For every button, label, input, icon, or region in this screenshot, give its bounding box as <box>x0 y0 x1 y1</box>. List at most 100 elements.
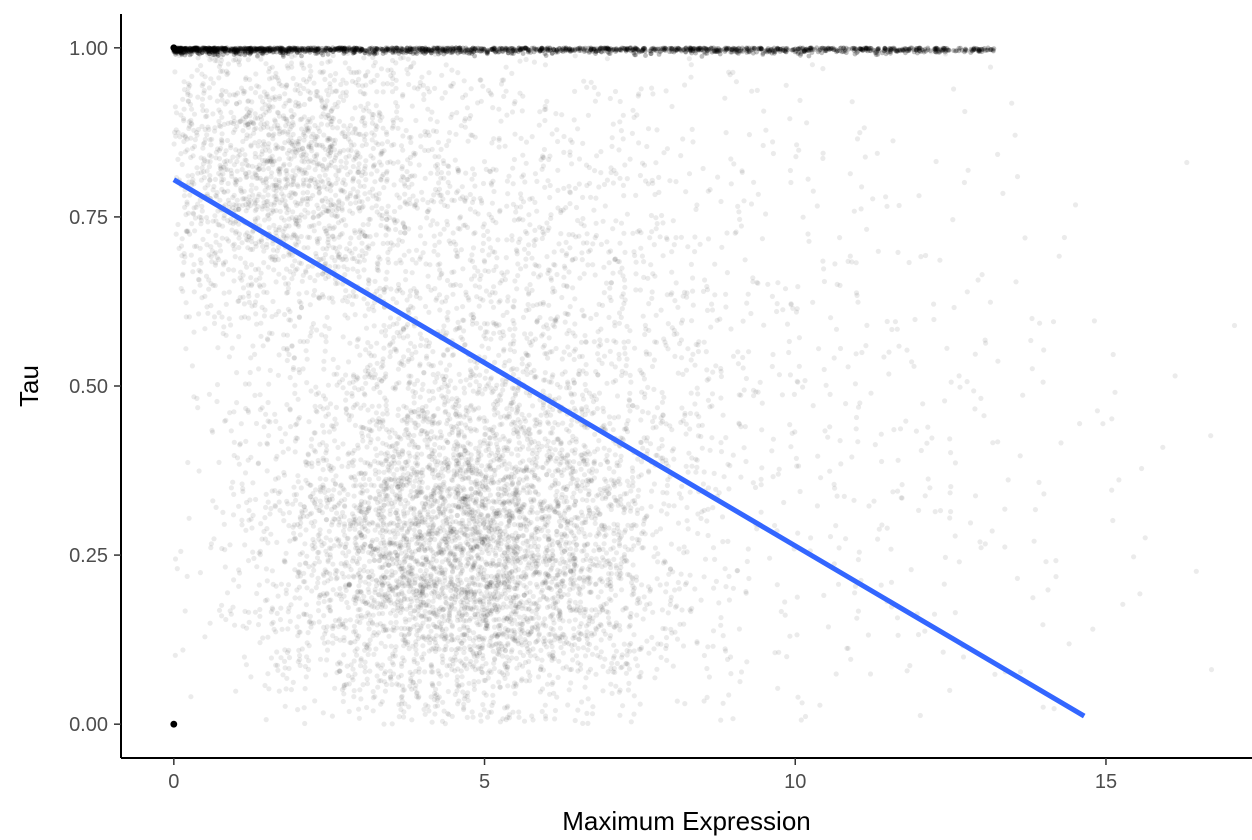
scatter-point <box>445 412 452 418</box>
scatter-point <box>517 546 523 552</box>
scatter-point <box>439 559 445 565</box>
scatter-point <box>613 565 620 571</box>
scatter-point <box>549 596 556 602</box>
scatter-point <box>523 466 529 472</box>
scatter-point <box>342 496 348 503</box>
scatter-point <box>451 531 457 537</box>
scatter-point <box>586 641 593 648</box>
scatter-point <box>364 704 370 711</box>
scatter-point <box>387 354 393 360</box>
scatter-point <box>523 553 529 559</box>
scatter-point <box>395 406 402 412</box>
scatter-point <box>672 604 679 610</box>
scatter-point <box>511 491 518 497</box>
scatter-point <box>590 704 596 710</box>
scatter-point <box>236 503 242 509</box>
scatter-point <box>308 388 314 394</box>
scatter-point <box>472 612 478 618</box>
scatter-point <box>352 671 358 677</box>
scatter-point <box>324 657 330 663</box>
scatter-point <box>483 561 489 568</box>
scatter-point <box>442 574 448 581</box>
scatter-point <box>617 712 623 718</box>
scatter-point <box>382 562 388 568</box>
scatter-point <box>555 674 561 681</box>
scatter-point <box>413 651 419 657</box>
scatter-point <box>589 711 596 717</box>
scatter-point <box>275 667 281 673</box>
scatter-point <box>310 563 316 569</box>
scatter-point <box>558 644 564 651</box>
scatter-point <box>668 598 674 604</box>
scatter-point <box>549 655 555 661</box>
scatter-point <box>324 647 331 653</box>
scatter-point <box>506 712 512 718</box>
scatter-point <box>299 646 305 652</box>
scatter-point <box>374 673 380 679</box>
scatter-point <box>505 627 511 633</box>
scatter-point <box>536 554 542 561</box>
scatter-point <box>511 585 517 592</box>
scatter-point <box>552 716 558 722</box>
scatter-point <box>628 580 635 586</box>
scatter-point <box>622 605 628 611</box>
scatter-point <box>468 606 474 612</box>
scatter-point <box>533 639 539 645</box>
scatter-point <box>212 176 218 182</box>
scatter-point <box>479 463 485 469</box>
scatter-point <box>321 624 327 630</box>
scatter-point <box>420 613 426 619</box>
scatter-point <box>182 608 188 614</box>
scatter-point <box>382 604 388 610</box>
scatter-point <box>386 598 392 604</box>
scatter-point <box>366 641 372 647</box>
scatter-point <box>523 523 530 529</box>
scatter-point <box>356 633 362 639</box>
scatter-point <box>631 648 637 654</box>
scatter-point <box>605 669 611 675</box>
scatter-point <box>613 648 620 654</box>
scatter-point <box>354 589 360 595</box>
scatter-point <box>227 608 233 614</box>
scatter-point <box>474 650 480 656</box>
scatter-point <box>393 619 399 626</box>
scatter-point <box>263 717 269 723</box>
scatter-point <box>646 650 652 656</box>
scatter-point <box>630 562 636 568</box>
scatter-point <box>558 523 564 529</box>
scatter-point <box>464 714 470 721</box>
scatter-point <box>713 578 720 585</box>
scatter-point <box>464 632 470 638</box>
scatter-point <box>504 466 510 472</box>
scatter-point <box>302 541 308 547</box>
scatter-point <box>486 487 492 493</box>
scatter-point <box>453 657 459 663</box>
scatter-point <box>481 567 487 573</box>
scatter-point <box>523 527 530 533</box>
scatter-point <box>417 568 423 574</box>
scatter-point <box>393 578 400 584</box>
scatter-point <box>389 464 395 470</box>
scatter-point <box>640 545 646 551</box>
scatter-point <box>631 632 637 638</box>
scatter-point <box>439 718 446 724</box>
scatter-point <box>288 108 294 114</box>
scatter-point <box>307 96 313 102</box>
scatter-point <box>355 560 361 567</box>
scatter-point <box>474 460 480 466</box>
scatter-point <box>406 442 413 448</box>
scatter-point <box>523 584 529 591</box>
scatter-point <box>317 173 323 179</box>
scatter-point <box>349 558 356 564</box>
scatter-point <box>257 441 263 447</box>
scatter-point <box>357 687 363 693</box>
scatter-point <box>383 402 389 408</box>
scatter-point <box>515 408 521 414</box>
scatter-point <box>674 636 681 642</box>
scatter-point <box>295 573 301 580</box>
scatter-point <box>363 131 369 137</box>
scatter-point <box>219 235 225 241</box>
scatter-point <box>495 538 501 544</box>
scatter-point <box>513 609 520 615</box>
scatter-point <box>485 513 491 519</box>
